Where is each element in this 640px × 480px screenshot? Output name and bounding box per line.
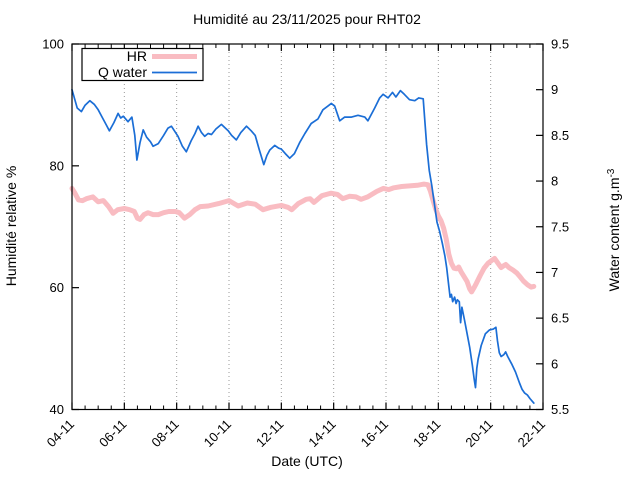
legend: HR Q water: [81, 47, 204, 82]
x-tick-label: 10-11: [201, 417, 234, 450]
x-tick-label: 22-11: [515, 417, 548, 450]
y-right-tick-label: 7: [551, 265, 558, 280]
x-axis-label: Date (UTC): [271, 453, 343, 469]
y-left-tick-label: 60: [50, 280, 64, 295]
y-right-axis-label-text: Water content g.m: [606, 178, 622, 292]
y-right-tick-label: 6.5: [551, 311, 569, 326]
y-left-tick-label: 80: [50, 158, 64, 173]
y-left-tick-label: 40: [50, 402, 64, 417]
series-line-q-water: [71, 88, 535, 404]
x-tick-label: 20-11: [462, 417, 495, 450]
x-tick-label: 16-11: [358, 417, 391, 450]
y-right-tick-label: 7.5: [551, 219, 569, 234]
y-left-tick-label: 100: [42, 37, 64, 52]
x-tick-label: 12-11: [253, 417, 286, 450]
y-right-axis-label: Water content g.m-3: [606, 168, 622, 291]
y-left-axis-label: Humidité relative %: [3, 166, 19, 287]
y-right-tick-label: 9.5: [551, 37, 569, 52]
y-right-tick-label: 9: [551, 82, 558, 97]
plot-generated-layer: 04-11 06-11 08-11 10-11 12-11 14-11 16-11 18-11…: [42, 37, 569, 450]
x-tick-label: 06-11: [96, 417, 129, 450]
series-line-hr: [69, 181, 537, 295]
y-right-tick-label: 5.5: [551, 402, 569, 417]
y-right-tick-label: 8: [551, 174, 558, 189]
legend-label-qwater: Q water: [98, 64, 147, 80]
plot-border: [71, 43, 544, 411]
y-right-tick-label: 6: [551, 356, 558, 371]
y-right-tick-label: 8.5: [551, 128, 569, 143]
x-tick-label: 14-11: [305, 417, 338, 450]
legend-label-hr: HR: [127, 48, 147, 64]
x-tick-label: 18-11: [410, 417, 443, 450]
legend-box: [81, 47, 204, 82]
x-tick-label: 04-11: [44, 417, 77, 450]
chart-title: Humidité au 23/11/2025 pour RHT02: [193, 11, 421, 27]
x-tick-label: 08-11: [148, 417, 181, 450]
y-right-axis-label-superscript: -3: [606, 168, 617, 177]
